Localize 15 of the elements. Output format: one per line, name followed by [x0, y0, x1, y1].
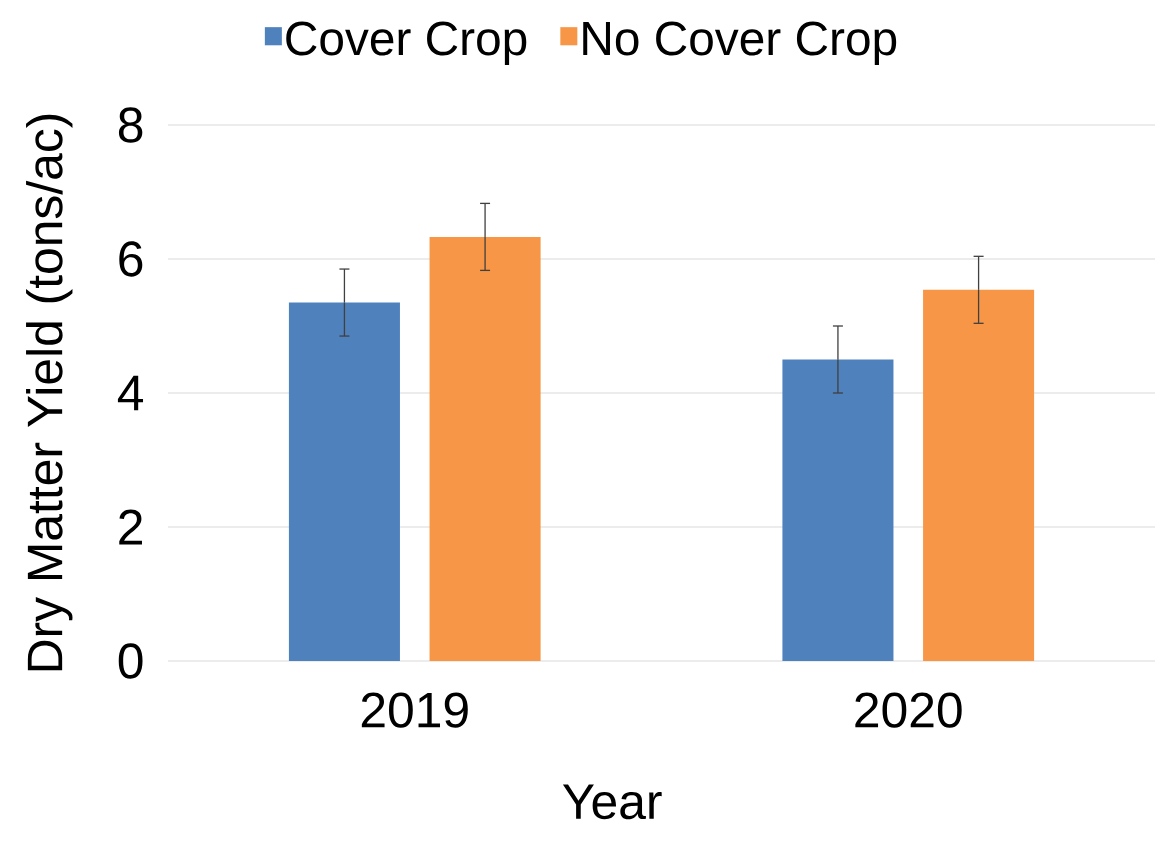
y-tick-label: 4	[117, 375, 144, 411]
y-tick-label: 0	[118, 643, 143, 679]
legend-label: Cover Crop	[286, 21, 527, 65]
bar	[782, 359, 894, 661]
y-tick-label: 8	[118, 107, 143, 143]
x-tick-label: 2019	[361, 692, 468, 728]
x-tick-label: 2020	[855, 692, 962, 728]
bar	[429, 236, 541, 661]
bar	[288, 302, 400, 661]
y-axis-title: Dry Matter Yield (tons/ac)	[26, 114, 73, 671]
y-tick-label: 2	[119, 509, 142, 545]
bar	[923, 289, 1035, 661]
x-axis-title: Year	[562, 784, 662, 820]
y-tick-label: 6	[119, 241, 143, 277]
legend-label: No Cover Crop	[583, 21, 897, 65]
